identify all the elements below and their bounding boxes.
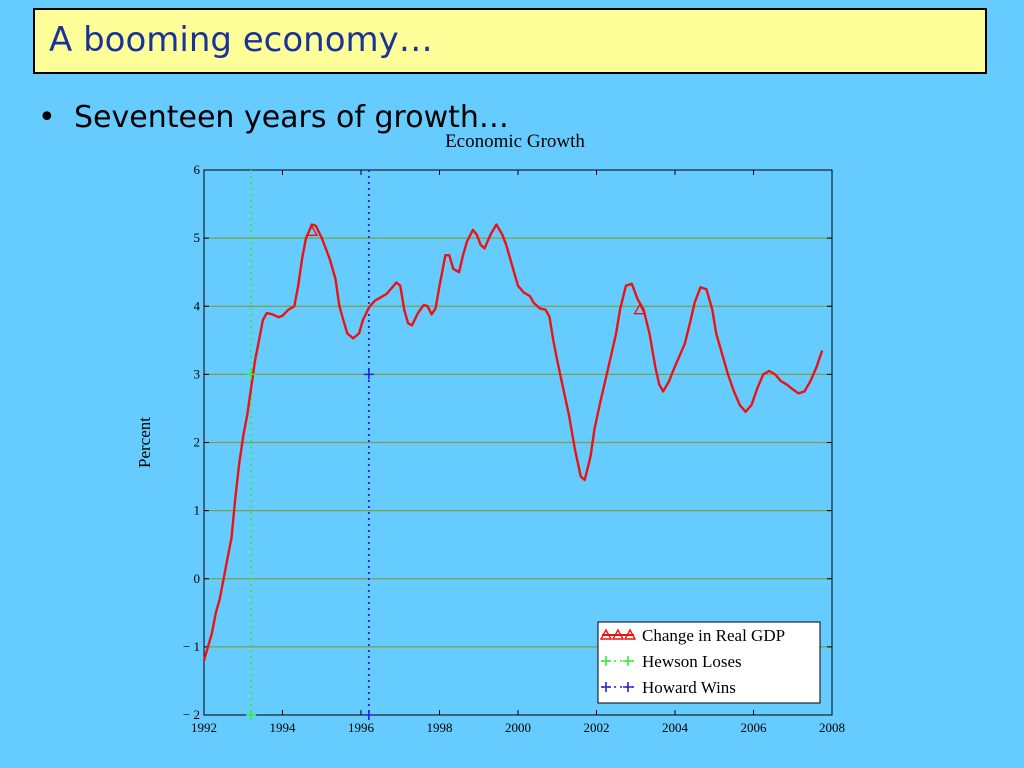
bullet-item: • Seventeen years of growth… — [38, 100, 509, 135]
chart-title: Economic Growth — [445, 131, 585, 152]
y-tick-label: 3 — [194, 366, 201, 381]
legend-item-howard-wins-marker — [601, 682, 611, 692]
bullet-dot-icon: • — [38, 100, 56, 135]
series-line-change-in-real-gdp — [202, 223, 824, 661]
slide-title: A booming economy… — [49, 20, 433, 60]
x-tick-label: 2002 — [584, 720, 610, 735]
y-tick-label: 2 — [194, 435, 201, 450]
legend-item-change-in-real-gdp-marker — [623, 628, 637, 640]
data-point-marker — [363, 710, 374, 720]
data-point-marker — [246, 369, 257, 380]
legend-item-howard-wins-label: Howard Wins — [642, 678, 736, 697]
x-tick-label: 2000 — [505, 720, 531, 735]
x-tick-label: 1996 — [348, 720, 375, 735]
legend-item-hewson-loses-marker — [601, 656, 611, 666]
y-tick-label: 6 — [194, 162, 201, 177]
data-point-marker — [633, 303, 646, 315]
legend-item-howard-wins-marker — [623, 682, 633, 692]
legend-item-change-in-real-gdp-label: Change in Real GDP — [642, 626, 785, 645]
x-tick-label: 2008 — [819, 720, 845, 735]
bullet-text: Seventeen years of growth… — [74, 100, 509, 135]
legend-item-hewson-loses-label: Hewson Loses — [642, 652, 742, 671]
legend-box — [597, 621, 821, 704]
y-tick-label: 0 — [194, 571, 201, 586]
y-tick-label: − 2 — [183, 707, 200, 722]
x-tick-label: 1998 — [427, 720, 453, 735]
legend-item-change-in-real-gdp-marker — [599, 628, 613, 640]
x-tick-label: 2004 — [662, 720, 689, 735]
y-tick-label: 5 — [194, 230, 201, 245]
legend-item-hewson-loses-marker — [623, 656, 633, 666]
legend-item-change-in-real-gdp-marker — [611, 628, 625, 640]
slide-title-box: A booming economy… — [33, 8, 987, 74]
y-tick-label: 1 — [194, 503, 201, 518]
data-point-marker — [363, 369, 374, 380]
x-tick-label: 1992 — [191, 720, 217, 735]
data-point-marker — [305, 224, 319, 237]
x-tick-label: 1994 — [270, 720, 297, 735]
x-tick-label: 2006 — [741, 720, 768, 735]
data-point-marker — [246, 710, 257, 720]
y-tick-label: 4 — [194, 298, 201, 313]
y-axis-label: Percent — [135, 417, 154, 468]
y-tick-label: − 1 — [183, 639, 200, 654]
